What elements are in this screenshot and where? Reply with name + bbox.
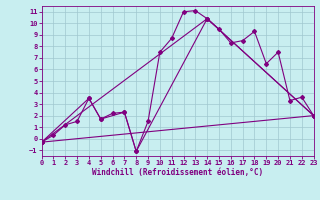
X-axis label: Windchill (Refroidissement éolien,°C): Windchill (Refroidissement éolien,°C) — [92, 168, 263, 177]
